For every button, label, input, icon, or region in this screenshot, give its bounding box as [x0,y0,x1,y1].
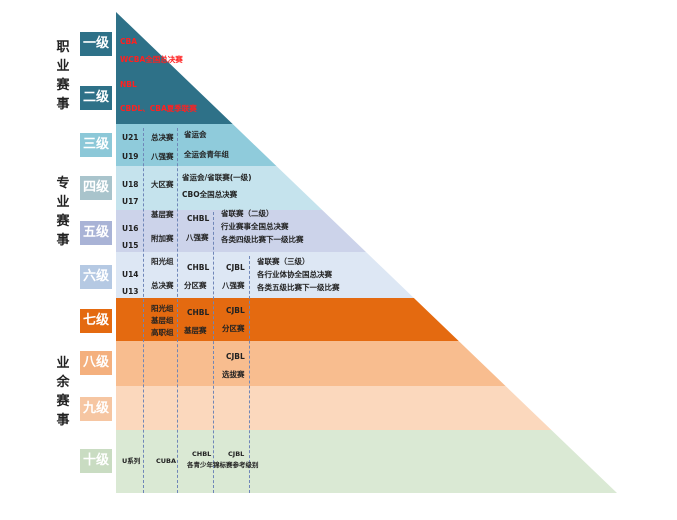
level-label-10: 十级 [80,449,112,473]
column-divider [213,212,214,493]
level-label-6: 六级 [80,265,112,289]
level-label-5: 五级 [80,221,112,245]
cell-l6-division: 分区赛 [184,281,207,290]
cell-l3-final: 总决赛 [151,133,174,142]
level-band-3 [116,124,277,166]
cell-l4-cbo: CBO全国总决赛 [182,190,238,199]
cell-l5-chbl: CHBL [187,214,210,223]
column-divider [177,128,178,493]
column-divider [249,256,250,493]
cell-l5-industry: 行业赛事全国总决赛 [221,222,289,231]
cell-l10-youth: 各青少年锦标赛参考级别 [187,461,259,469]
level-band-7 [116,298,459,341]
cell-l6-industry: 各行业体协全国总决赛 [257,270,332,279]
cell-l7-senior: 高职组 [151,328,174,337]
cell-cba: CBA [120,37,138,46]
level-band-5 [116,210,366,252]
cell-l5-prov2: 省联赛（二级） [221,209,274,218]
level-label-3: 三级 [80,133,112,157]
cell-u17: U17 [122,197,139,206]
level-band-1 [116,12,185,78]
level-band-10 [116,430,617,493]
cell-l5-top8: 八强赛 [186,233,209,242]
cell-u21: U21 [122,133,139,142]
level-label-7: 七级 [80,309,112,333]
level-label-4: 四级 [80,176,112,200]
cell-l6-final: 总决赛 [151,281,174,290]
cell-l6-sunshine: 阳光组 [151,257,174,266]
cell-l3-nationalyouth: 全运会青年组 [184,150,229,159]
category-professional: 职 业 赛 事 [56,40,70,112]
cell-l10-cjbl: CJBL [228,450,245,458]
level-band-2 [116,78,233,124]
cell-l6-sports: 各类五级比赛下一级比赛 [257,283,340,292]
level-label-8: 八级 [80,351,112,375]
cell-l8-select: 选拔赛 [222,370,245,379]
level-label-9: 九级 [80,397,112,421]
cell-l5-extra: 附加赛 [151,234,174,243]
cell-l6-prov3: 省联赛（三级） [257,257,310,266]
level-band-6 [116,252,414,298]
cell-u15: U15 [122,241,139,250]
level-band-9 [116,386,552,430]
cell-l4-region: 大区赛 [151,180,174,189]
cell-l5-base: 基层赛 [151,210,174,219]
cell-wcba: WCBA全国总决赛 [120,55,183,64]
cell-l6-chbl: CHBL [187,263,210,272]
cell-u19: U19 [122,152,139,161]
cell-l7-cjbl: CJBL [226,306,245,315]
cell-u13: U13 [122,287,139,296]
category-amateur: 业 余 赛 事 [56,356,70,428]
level-label-2: 二级 [80,86,112,110]
cell-l6-top8: 八强赛 [222,281,245,290]
cell-l7-division: 分区赛 [222,324,245,333]
cell-l8-cjbl: CJBL [226,352,245,361]
cell-l6-cjbl: CJBL [226,263,245,272]
category-specialized: 专 业 赛 事 [56,176,70,248]
cell-u16: U16 [122,224,139,233]
cell-cbdl: CBDL、CBA夏季联赛 [120,104,197,113]
cell-l10-chbl: CHBL [192,450,212,458]
cell-l7-chbl: CHBL [187,308,210,317]
level-band-8 [116,341,506,386]
cell-l5-sports: 各类四级比赛下一级比赛 [221,235,304,244]
cell-l7-base: 基层组 [151,316,174,325]
cell-l7-base2: 基层赛 [184,326,207,335]
cell-l4-prov: 省运会/省联赛(一级) [182,173,252,182]
cell-l10-cuba: CUBA [156,457,177,465]
cell-l3-top8: 八强赛 [151,152,174,161]
cell-u14: U14 [122,270,139,279]
column-divider [143,128,144,493]
cell-l7-sunshine: 阳光组 [151,304,174,313]
cell-l10-u: U系列 [122,457,141,465]
cell-nbl: NBL [120,80,137,89]
cell-u18: U18 [122,180,139,189]
level-band-4 [116,166,323,210]
cell-l3-provgames: 省运会 [184,130,207,139]
level-label-1: 一级 [80,32,112,56]
